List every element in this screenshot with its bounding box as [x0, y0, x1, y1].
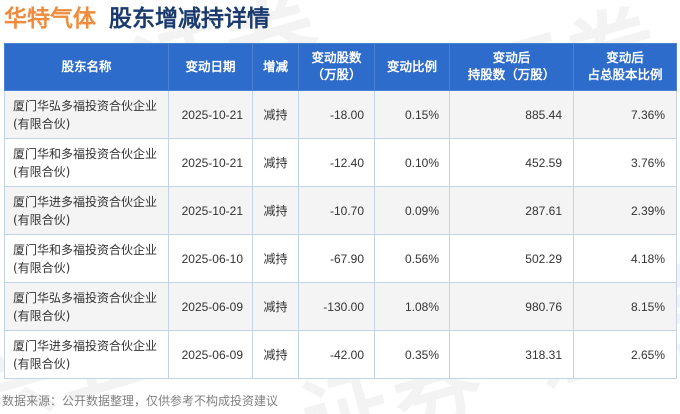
table-row: 厦门华和多福投资合伙企业(有限合伙) 2025-06-10 减持 -67.90 …	[4, 234, 677, 283]
table-header: 股东名称 变动日期 增减 变动股数 （万股） 变动比例 变动后 持股数（万股）	[4, 43, 677, 91]
header-line-2: 持股数（万股）	[467, 67, 556, 82]
cell-change-type: 减持	[252, 234, 299, 283]
cell-shares-after: 502.29	[449, 234, 574, 283]
cell-change-shares: -12.40	[298, 138, 375, 187]
cell-shareholder-name: 厦门华弘多福投资合伙企业(有限合伙)	[4, 282, 169, 331]
table-row: 厦门华进多福投资合伙企业(有限合伙) 2025-10-21 减持 -10.70 …	[4, 186, 677, 235]
header-line-1: 变动比例	[386, 58, 437, 74]
header-line-2: 占总股本比例	[587, 67, 663, 82]
table-row: 厦门华弘多福投资合伙企业(有限合伙) 2025-06-09 减持 -130.00…	[4, 282, 677, 331]
cell-change-shares: -18.00	[298, 90, 375, 139]
cell-shares-after: 980.76	[449, 282, 574, 331]
cell-change-type: 减持	[252, 282, 299, 331]
cell-change-date: 2025-06-10	[168, 234, 253, 283]
source-note: 数据来源：公开数据整理，仅供参考不构成投资建议	[2, 394, 279, 408]
column-header-change-shares: 变动股数 （万股）	[298, 43, 375, 91]
table-body: 厦门华弘多福投资合伙企业(有限合伙) 2025-10-21 减持 -18.00 …	[4, 90, 677, 379]
cell-shareholder-name: 厦门华进多福投资合伙企业(有限合伙)	[4, 186, 169, 235]
cell-shares-after: 885.44	[449, 90, 574, 139]
header-line-1: 变动日期	[185, 58, 236, 74]
cell-change-shares: -67.90	[298, 234, 375, 283]
cell-pct-after: 4.18%	[573, 234, 677, 283]
shareholder-change-table: 股东名称 变动日期 增减 变动股数 （万股） 变动比例 变动后 持股数（万股）	[4, 43, 677, 379]
cell-shareholder-name: 厦门华和多福投资合伙企业(有限合伙)	[4, 138, 169, 187]
cell-pct-after: 2.39%	[573, 186, 677, 235]
cell-shares-after: 287.61	[449, 186, 574, 235]
cell-change-shares: -130.00	[298, 282, 375, 331]
header-line-2: （万股）	[311, 67, 362, 82]
column-header-change-type: 增减	[252, 43, 299, 91]
cell-pct-after: 2.65%	[573, 330, 677, 379]
cell-change-shares: -10.70	[298, 186, 375, 235]
cell-shares-after: 452.59	[449, 138, 574, 187]
cell-shares-after: 318.31	[449, 330, 574, 379]
cell-shareholder-name: 厦门华弘多福投资合伙企业(有限合伙)	[4, 90, 169, 139]
cell-shareholder-name: 厦门华进多福投资合伙企业(有限合伙)	[4, 330, 169, 379]
cell-pct-after: 8.15%	[573, 282, 677, 331]
cell-change-shares: -42.00	[298, 330, 375, 379]
header-line-1: 增减	[262, 58, 288, 74]
header-line-1: 变动后	[606, 50, 644, 66]
cell-change-date: 2025-10-21	[168, 138, 253, 187]
header-line-1: 变动股数	[311, 50, 362, 66]
report-title: 股东增减持详情	[109, 5, 270, 32]
cell-change-ratio: 1.08%	[374, 282, 450, 331]
cell-change-date: 2025-10-21	[168, 90, 253, 139]
cell-change-type: 减持	[252, 186, 299, 235]
column-header-shares-after: 变动后 持股数（万股）	[449, 43, 574, 91]
header-line-1: 变动后	[492, 50, 531, 66]
cell-change-ratio: 0.35%	[374, 330, 450, 379]
column-header-change-ratio: 变动比例	[374, 43, 450, 91]
cell-change-ratio: 0.15%	[374, 90, 450, 139]
cell-change-ratio: 0.56%	[374, 234, 450, 283]
cell-shareholder-name: 厦门华和多福投资合伙企业(有限合伙)	[4, 234, 169, 283]
page-title: 华特气体 股东增减持详情	[0, 0, 680, 40]
table-row: 厦门华弘多福投资合伙企业(有限合伙) 2025-10-21 减持 -18.00 …	[4, 90, 677, 139]
cell-change-ratio: 0.09%	[374, 186, 450, 235]
column-header-change-date: 变动日期	[168, 43, 253, 91]
column-header-pct-after: 变动后 占总股本比例	[573, 43, 677, 91]
table-row: 厦门华进多福投资合伙企业(有限合伙) 2025-06-09 减持 -42.00 …	[4, 330, 677, 379]
table-row: 厦门华和多福投资合伙企业(有限合伙) 2025-10-21 减持 -12.40 …	[4, 138, 677, 187]
cell-change-date: 2025-06-09	[168, 330, 253, 379]
cell-change-date: 2025-06-09	[168, 282, 253, 331]
cell-change-type: 减持	[252, 90, 299, 139]
cell-pct-after: 3.76%	[573, 138, 677, 187]
cell-change-date: 2025-10-21	[168, 186, 253, 235]
cell-pct-after: 7.36%	[573, 90, 677, 139]
cell-change-ratio: 0.10%	[374, 138, 450, 187]
column-header-shareholder-name: 股东名称	[4, 43, 169, 91]
cell-change-type: 减持	[252, 330, 299, 379]
company-name: 华特气体	[4, 5, 96, 32]
table-header-row: 股东名称 变动日期 增减 变动股数 （万股） 变动比例 变动后 持股数（万股）	[4, 43, 677, 91]
header-line-1: 股东名称	[61, 58, 112, 74]
cell-change-type: 减持	[252, 138, 299, 187]
